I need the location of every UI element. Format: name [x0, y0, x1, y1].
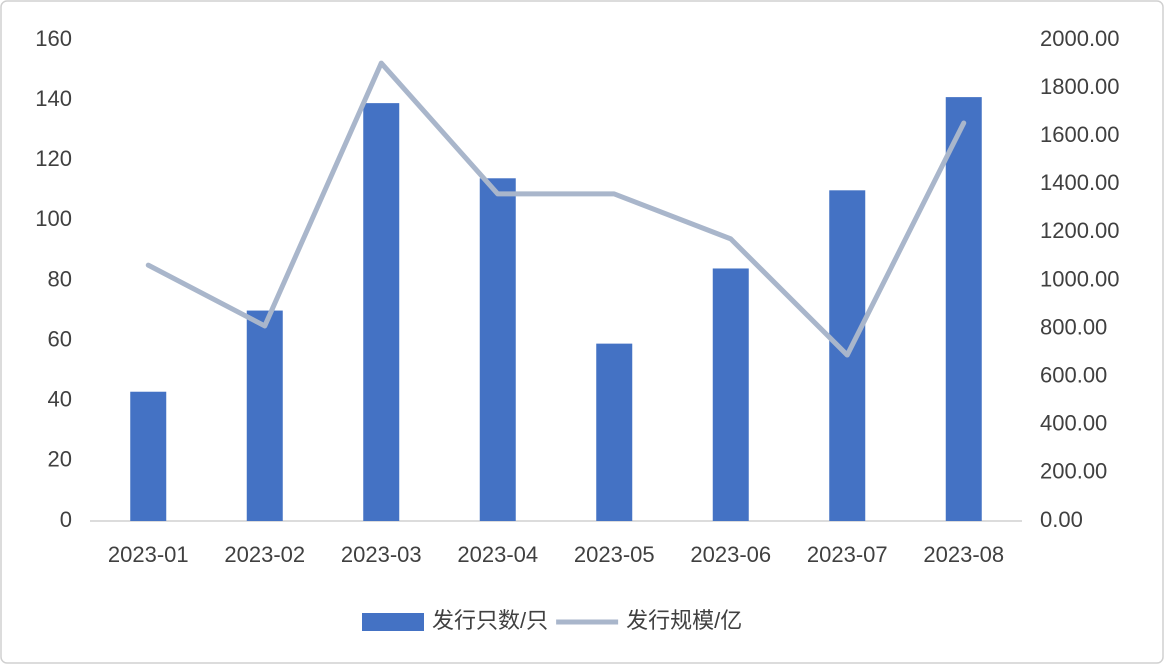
x-tick-label: 2023-03 — [341, 542, 422, 567]
bar — [945, 97, 982, 522]
y2-tick-label: 1600.00 — [1040, 122, 1120, 147]
x-tick-label: 2023-07 — [807, 542, 888, 567]
y-tick-label: 120 — [35, 146, 72, 171]
legend-label: 发行只数/只 — [432, 608, 548, 633]
x-tick-label: 2023-02 — [224, 542, 305, 567]
y-tick-label: 60 — [48, 326, 72, 351]
y2-tick-label: 0.00 — [1040, 507, 1083, 532]
y-tick-label: 20 — [48, 447, 72, 472]
bar — [246, 310, 283, 521]
y2-tick-label: 1000.00 — [1040, 266, 1120, 291]
x-tick-label: 2023-04 — [457, 542, 538, 567]
y2-tick-label: 400.00 — [1040, 411, 1107, 436]
bar — [130, 391, 167, 521]
line — [145, 60, 967, 358]
y-tick-label: 80 — [48, 266, 72, 291]
y2-tick-label: 1200.00 — [1040, 218, 1120, 243]
legend-label: 发行规模/亿 — [626, 608, 742, 633]
bar — [479, 178, 516, 521]
y-tick-label: 0 — [60, 507, 72, 532]
y-tick-label: 100 — [35, 206, 72, 231]
y-tick-label: 40 — [48, 387, 72, 412]
y-tick-label: 140 — [35, 86, 72, 111]
bar — [363, 103, 400, 521]
y2-tick-label: 2000.00 — [1040, 26, 1120, 51]
y2-tick-label: 600.00 — [1040, 363, 1107, 388]
legend-swatch — [362, 613, 424, 631]
y2-tick-label: 1400.00 — [1040, 170, 1120, 195]
x-tick-label: 2023-06 — [690, 542, 771, 567]
bar — [712, 268, 749, 521]
y2-tick-label: 200.00 — [1040, 459, 1107, 484]
y-tick-label: 160 — [35, 26, 72, 51]
y2-tick-label: 1800.00 — [1040, 74, 1120, 99]
x-tick-label: 2023-01 — [108, 542, 189, 567]
x-tick-label: 2023-05 — [574, 542, 655, 567]
x-tick-label: 2023-08 — [923, 542, 1004, 567]
bar — [596, 343, 633, 521]
y2-tick-label: 800.00 — [1040, 314, 1107, 339]
